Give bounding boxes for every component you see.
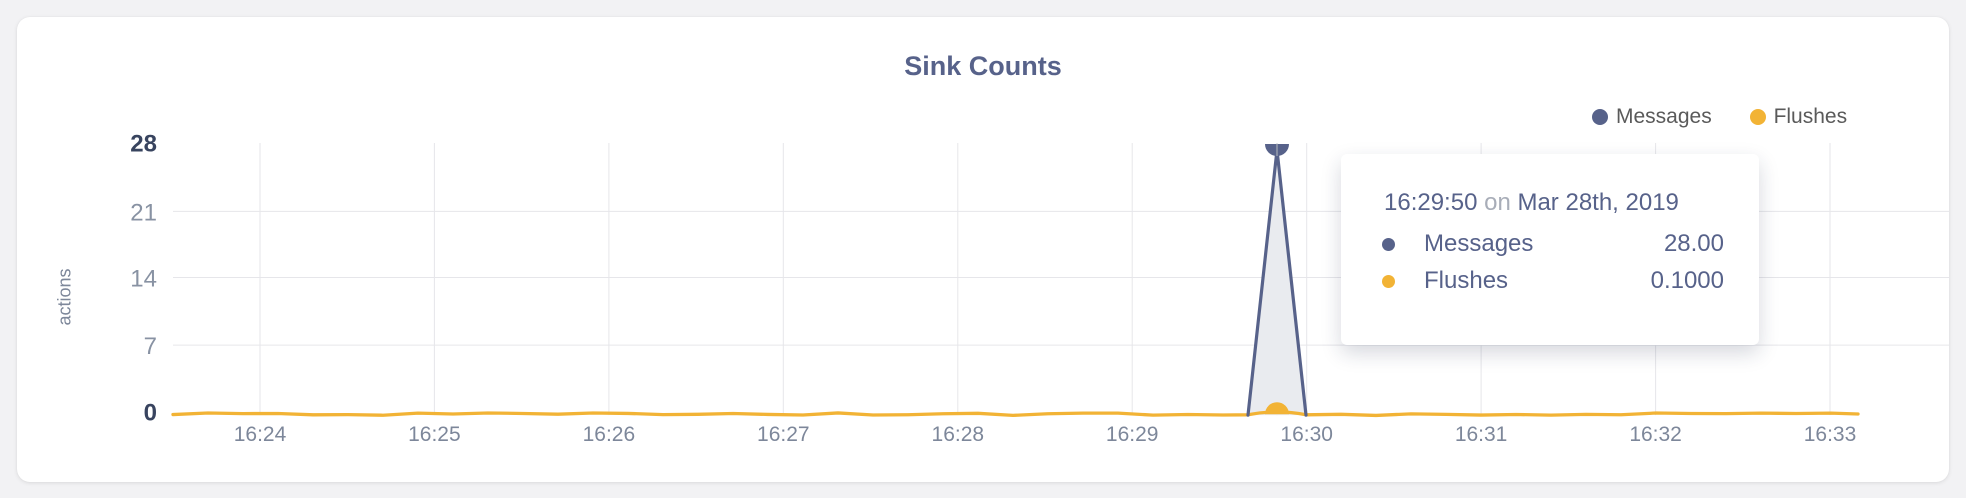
svg-text:16:24: 16:24 xyxy=(234,423,287,446)
svg-text:7: 7 xyxy=(144,333,157,360)
svg-text:16:28: 16:28 xyxy=(932,423,985,446)
svg-text:21: 21 xyxy=(130,199,157,226)
svg-text:14: 14 xyxy=(130,266,157,293)
svg-text:16:27: 16:27 xyxy=(757,423,810,446)
svg-text:16:30: 16:30 xyxy=(1280,423,1333,446)
svg-text:16:31: 16:31 xyxy=(1455,423,1508,446)
svg-text:28: 28 xyxy=(130,130,157,157)
svg-text:0: 0 xyxy=(144,400,157,427)
svg-text:16:29: 16:29 xyxy=(1106,423,1159,446)
svg-text:16:26: 16:26 xyxy=(583,423,636,446)
svg-text:16:33: 16:33 xyxy=(1804,423,1857,446)
svg-text:16:32: 16:32 xyxy=(1629,423,1682,446)
svg-text:16:25: 16:25 xyxy=(408,423,461,446)
